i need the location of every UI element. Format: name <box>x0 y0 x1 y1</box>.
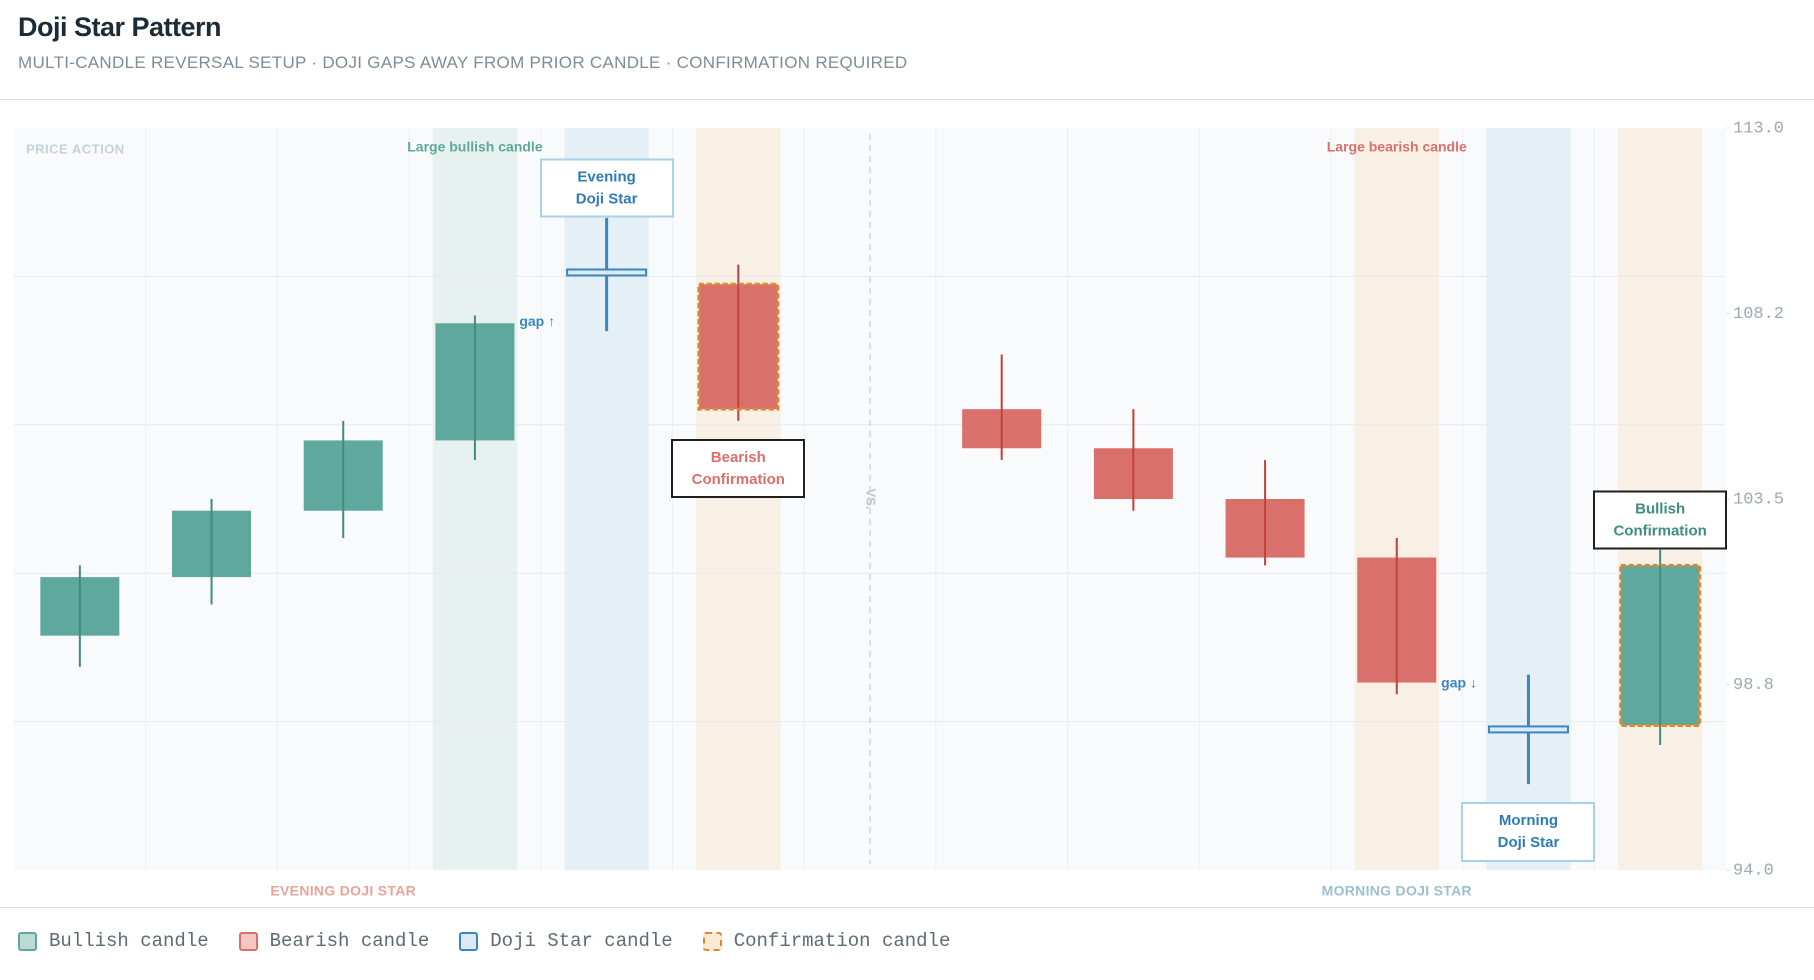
legend-item: Doji Star candle <box>459 930 673 952</box>
confirmation-outline <box>697 282 780 411</box>
group-label: MORNING DOJI STAR <box>1322 883 1472 899</box>
highlight-band <box>1354 128 1439 870</box>
annotation-box: Bearish Confirmation <box>671 438 806 499</box>
footer-divider <box>0 907 1814 908</box>
legend-swatch <box>702 931 722 951</box>
annotation-box: Evening Doji Star <box>539 158 674 218</box>
candle-body <box>1487 725 1569 734</box>
group-label: EVENING DOJI STAR <box>270 883 416 899</box>
y-tick-label: 108.2 <box>1733 305 1784 324</box>
y-tick-label: 103.5 <box>1733 490 1784 509</box>
gap-label: gap ↓ <box>1441 674 1477 690</box>
legend-item: Confirmation candle <box>702 930 951 952</box>
panel-label: PRICE ACTION <box>26 141 125 156</box>
header-divider <box>0 99 1814 100</box>
annotation-label: Large bearish candle <box>1327 139 1467 155</box>
separator-label: VS. <box>864 489 879 510</box>
legend-swatch <box>459 931 479 951</box>
y-tick-label: 98.8 <box>1733 676 1774 695</box>
legend-label: Bearish candle <box>269 930 430 952</box>
highlight-band <box>696 128 781 870</box>
legend-item: Bullish candle <box>18 930 209 952</box>
legend-swatch <box>238 931 258 951</box>
highlight-band <box>432 128 518 870</box>
gap-label: gap ↑ <box>519 313 555 329</box>
legend-label: Doji Star candle <box>490 930 673 952</box>
y-tick-label: 94.0 <box>1733 861 1774 880</box>
legend: Bullish candle Bearish candle Doji Star ca… <box>18 930 950 952</box>
chart-title: Doji Star Pattern <box>18 12 222 42</box>
legend-label: Bullish candle <box>49 930 209 952</box>
legend-item: Bearish candle <box>238 930 430 952</box>
annotation-box: Morning Doji Star <box>1461 802 1596 862</box>
legend-label: Confirmation candle <box>733 930 951 952</box>
annotation-label: Large bullish candle <box>407 139 543 155</box>
y-tick-label: 113.0 <box>1733 119 1784 138</box>
candle-body <box>566 268 648 277</box>
annotation-box: Bullish Confirmation <box>1593 490 1728 550</box>
legend-swatch <box>18 931 37 951</box>
chart-subtitle: MULTI-CANDLE REVERSAL SETUP · DOJI GAPS … <box>18 53 908 72</box>
